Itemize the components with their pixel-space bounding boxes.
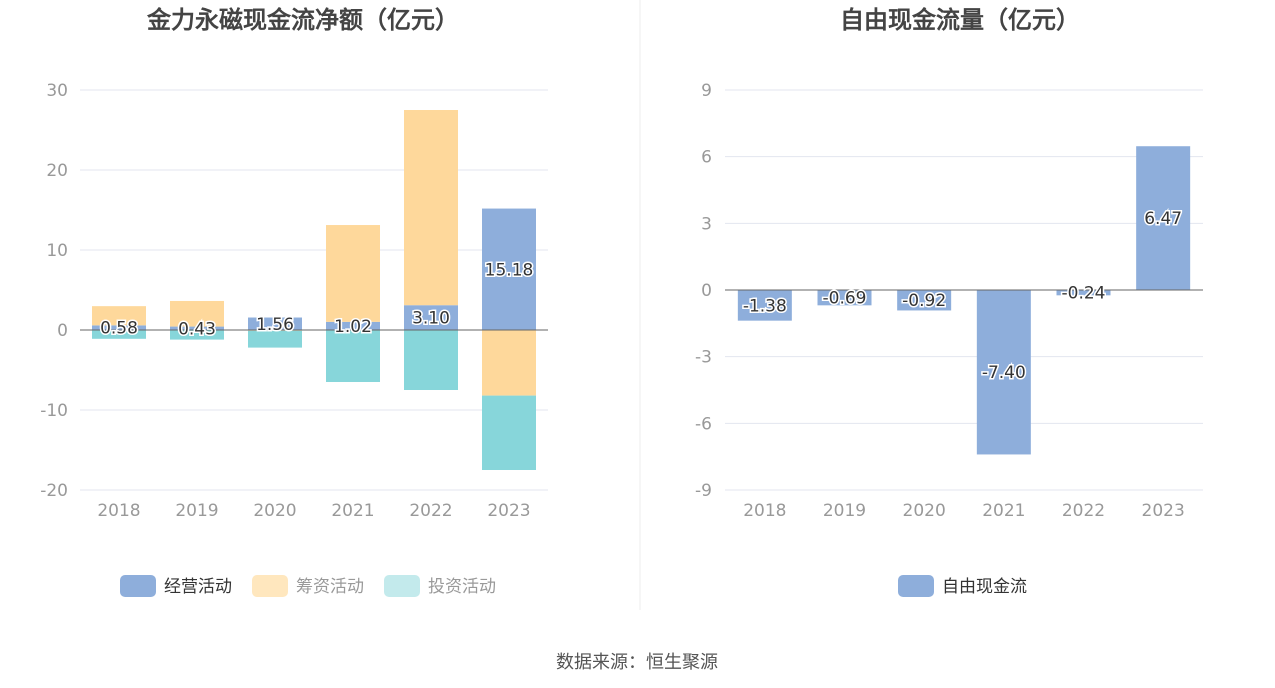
x-tick-label: 2022 bbox=[409, 501, 452, 521]
x-tick-label: 2022 bbox=[1062, 501, 1105, 521]
x-tick-label: 2021 bbox=[331, 501, 374, 521]
y-tick-label: 9 bbox=[701, 81, 712, 101]
bar-2021-series-0 bbox=[326, 321, 380, 330]
data-label: 6.47 bbox=[1144, 209, 1182, 229]
x-tick-label: 2018 bbox=[743, 501, 786, 521]
bar-2018-series-0 bbox=[737, 290, 792, 321]
x-tick-label: 2018 bbox=[97, 501, 140, 521]
data-label: 0.58 bbox=[100, 319, 138, 339]
bar-2019-series-0 bbox=[170, 326, 224, 330]
bar-2022-series-0 bbox=[1056, 290, 1111, 296]
bar-2018-series-2 bbox=[92, 330, 146, 339]
bar-2018-series-1 bbox=[92, 306, 146, 326]
data-label: -0.92 bbox=[902, 291, 946, 311]
legend-swatch bbox=[898, 575, 934, 597]
legend-swatch bbox=[384, 575, 420, 597]
bar-2022-series-1 bbox=[404, 110, 458, 306]
bar-2019-series-0 bbox=[817, 290, 872, 306]
data-label: 1.02 bbox=[334, 317, 372, 337]
data-label: -7.40 bbox=[982, 363, 1026, 383]
x-tick-label: 2019 bbox=[823, 501, 866, 521]
y-tick-label: -20 bbox=[40, 481, 68, 501]
y-tick-label: -3 bbox=[695, 348, 712, 368]
x-tick-label: 2020 bbox=[903, 501, 946, 521]
data-label: -0.69 bbox=[823, 289, 867, 309]
bar-2021-series-2 bbox=[326, 330, 380, 382]
bar-2021-series-0 bbox=[976, 290, 1031, 455]
y-tick-label: 10 bbox=[46, 241, 68, 261]
y-tick-label: -10 bbox=[40, 401, 68, 421]
chart-title: 自由现金流量（亿元） bbox=[840, 6, 1080, 34]
bar-2023-series-0 bbox=[1136, 146, 1191, 290]
cash-flow-net-chart: 金力永磁现金流净额（亿元） 30 20 10 0 -10 -20 0.58 0.43 1.56 1.… bbox=[40, 6, 548, 597]
y-tick-label: 30 bbox=[46, 81, 68, 101]
y-tick-label: 0 bbox=[701, 281, 712, 301]
legend-item: 经营活动 bbox=[164, 577, 232, 597]
y-tick-label: -9 bbox=[695, 481, 712, 501]
bar-2023-series-1 bbox=[482, 330, 536, 396]
y-tick-label: 0 bbox=[57, 321, 68, 341]
bar-2023-series-2 bbox=[482, 395, 536, 470]
bar-2019-series-1 bbox=[170, 300, 224, 327]
x-tick-label: 2023 bbox=[1142, 501, 1185, 521]
y-tick-label: -6 bbox=[695, 414, 712, 434]
x-tick-label: 2023 bbox=[487, 501, 530, 521]
data-label: 3.10 bbox=[412, 309, 450, 329]
source-note: 数据来源：恒生聚源 bbox=[556, 652, 718, 673]
bar-2019-series-2 bbox=[170, 330, 224, 340]
data-label: 0.43 bbox=[178, 319, 216, 339]
legend-swatch bbox=[120, 575, 156, 597]
bar-2021-series-1 bbox=[326, 225, 380, 322]
data-label: -1.38 bbox=[743, 296, 787, 316]
data-label: 1.56 bbox=[256, 315, 294, 335]
bar-2020-series-0 bbox=[248, 317, 302, 330]
legend-item: 自由现金流 bbox=[942, 577, 1027, 597]
bar-2020-series-2 bbox=[248, 330, 302, 348]
legend-item: 投资活动 bbox=[428, 577, 496, 597]
bar-2018-series-0 bbox=[92, 325, 146, 330]
free-cash-flow-chart: 自由现金流量（亿元） 9 6 3 0 -3 -6 -9 -1.38 -0.69 -0.92 -7.40… bbox=[695, 6, 1203, 597]
y-tick-label: 6 bbox=[701, 148, 712, 168]
bar-2022-series-2 bbox=[404, 330, 458, 390]
bar-2020-series-0 bbox=[897, 290, 952, 311]
chart-title: 金力永磁现金流净额（亿元） bbox=[146, 6, 459, 34]
y-tick-label: 3 bbox=[701, 214, 712, 234]
bar-2023-series-0 bbox=[482, 208, 536, 330]
legend-swatch bbox=[252, 575, 288, 597]
x-tick-label: 2020 bbox=[253, 501, 296, 521]
data-label: -0.24 bbox=[1062, 284, 1106, 304]
x-tick-label: 2021 bbox=[982, 501, 1025, 521]
legend-item: 筹资活动 bbox=[296, 577, 364, 597]
data-label: 15.18 bbox=[485, 260, 534, 280]
x-tick-label: 2019 bbox=[175, 501, 218, 521]
y-tick-label: 20 bbox=[46, 161, 68, 181]
bar-2022-series-0 bbox=[404, 305, 458, 330]
